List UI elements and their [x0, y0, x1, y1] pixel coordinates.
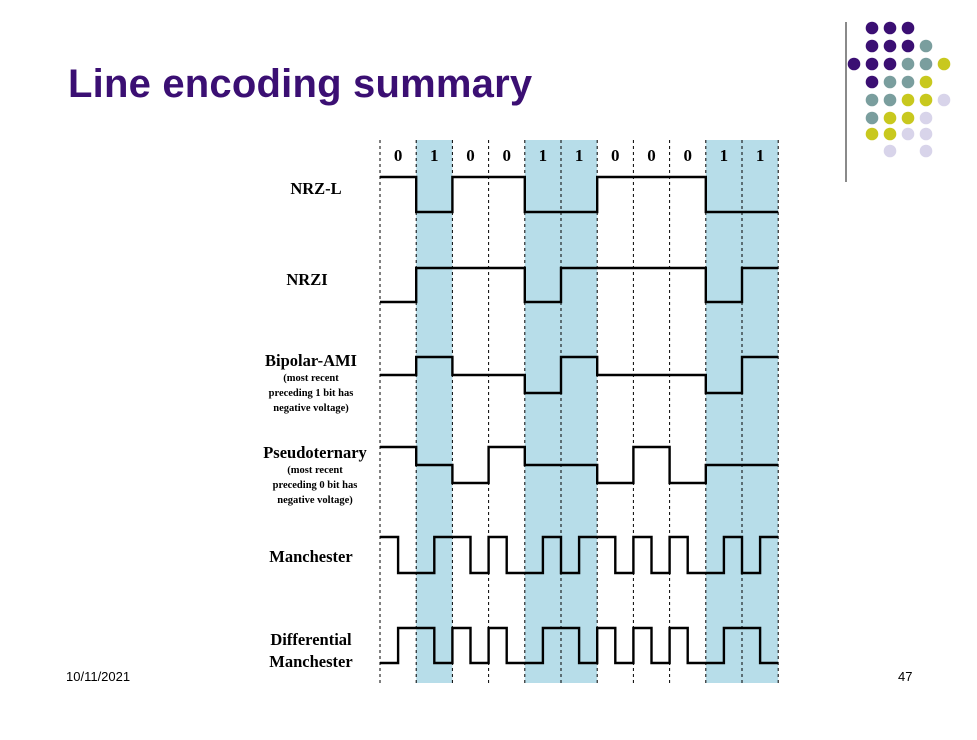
- row-note-pseudoternary: (most recent: [287, 465, 343, 476]
- decor-dot: [865, 21, 879, 35]
- decor-dot: [865, 111, 879, 125]
- decor-dot: [865, 93, 879, 107]
- decor-dot: [919, 75, 933, 89]
- bit-label: 1: [720, 146, 729, 165]
- decor-dot: [919, 144, 933, 158]
- bit-label: 0: [466, 146, 475, 165]
- decor-dot: [901, 93, 915, 107]
- bit-label: 0: [647, 146, 656, 165]
- bit-label: 1: [756, 146, 765, 165]
- decor-dot: [883, 111, 897, 125]
- decor-dot: [919, 111, 933, 125]
- decor-dot: [919, 127, 933, 141]
- row-note-pseudoternary: preceding 0 bit has: [273, 480, 358, 491]
- row-note-bipolar-ami: negative voltage): [273, 403, 349, 414]
- bit-label: 0: [683, 146, 692, 165]
- bit-label: 1: [575, 146, 584, 165]
- signal-differential-manchester: [380, 626, 779, 665]
- decor-dot: [919, 93, 933, 107]
- bit-one-highlight: [705, 140, 742, 683]
- row-note-bipolar-ami: (most recent: [283, 373, 339, 384]
- decor-dot: [883, 75, 897, 89]
- slide-date: 10/11/2021: [66, 669, 131, 684]
- slide-page-number: 47: [898, 669, 913, 684]
- decor-dot: [865, 75, 879, 89]
- decor-dot: [901, 57, 915, 71]
- row-label-differential-manchester: Manchester: [269, 652, 352, 671]
- row-label-manchester: Manchester: [269, 547, 352, 566]
- signal-nrzi: [380, 266, 779, 304]
- decor-dot: [883, 21, 897, 35]
- signal-manchester: [380, 535, 779, 575]
- bit-one-highlight: [742, 140, 779, 683]
- bit-label: 1: [430, 146, 439, 165]
- bit-label: 0: [502, 146, 511, 165]
- decorative-divider: [845, 22, 847, 182]
- bit-one-highlight: [561, 140, 598, 683]
- decor-dot: [901, 39, 915, 53]
- row-note-bipolar-ami: preceding 1 bit has: [269, 388, 354, 399]
- decor-dot: [883, 144, 897, 158]
- slide-title: Line encoding summary: [68, 62, 533, 106]
- decor-dot: [883, 93, 897, 107]
- bit-one-highlight: [524, 140, 561, 683]
- row-label-nrz-l: NRZ-L: [290, 179, 341, 198]
- decor-dot: [937, 57, 951, 71]
- decor-dot: [901, 111, 915, 125]
- signal-nrz-l: [380, 175, 779, 214]
- decor-dot: [901, 75, 915, 89]
- decor-dot: [901, 21, 915, 35]
- decor-dot: [865, 127, 879, 141]
- bit-label: 0: [611, 146, 620, 165]
- decor-dot: [865, 57, 879, 71]
- bit-label: 0: [394, 146, 403, 165]
- decor-dot: [901, 127, 915, 141]
- decor-dot: [919, 57, 933, 71]
- decor-dot: [919, 39, 933, 53]
- decorative-dot-grid: [847, 21, 951, 158]
- signal-pseudoternary: [380, 445, 779, 485]
- row-label-bipolar-ami: Bipolar-AMI: [265, 351, 357, 370]
- decor-dot: [847, 57, 861, 71]
- decor-dot: [883, 57, 897, 71]
- decor-dot: [865, 39, 879, 53]
- decor-dot: [883, 127, 897, 141]
- signal-bipolar-ami: [380, 355, 779, 395]
- row-label-nrzi: NRZI: [286, 270, 327, 289]
- bit-one-highlight: [416, 140, 453, 683]
- row-note-pseudoternary: negative voltage): [277, 495, 353, 506]
- decor-dot: [937, 93, 951, 107]
- decor-dot: [883, 39, 897, 53]
- row-label-pseudoternary: Pseudoternary: [263, 443, 367, 462]
- row-label-differential-manchester: Differential: [270, 630, 352, 649]
- bit-label: 1: [539, 146, 548, 165]
